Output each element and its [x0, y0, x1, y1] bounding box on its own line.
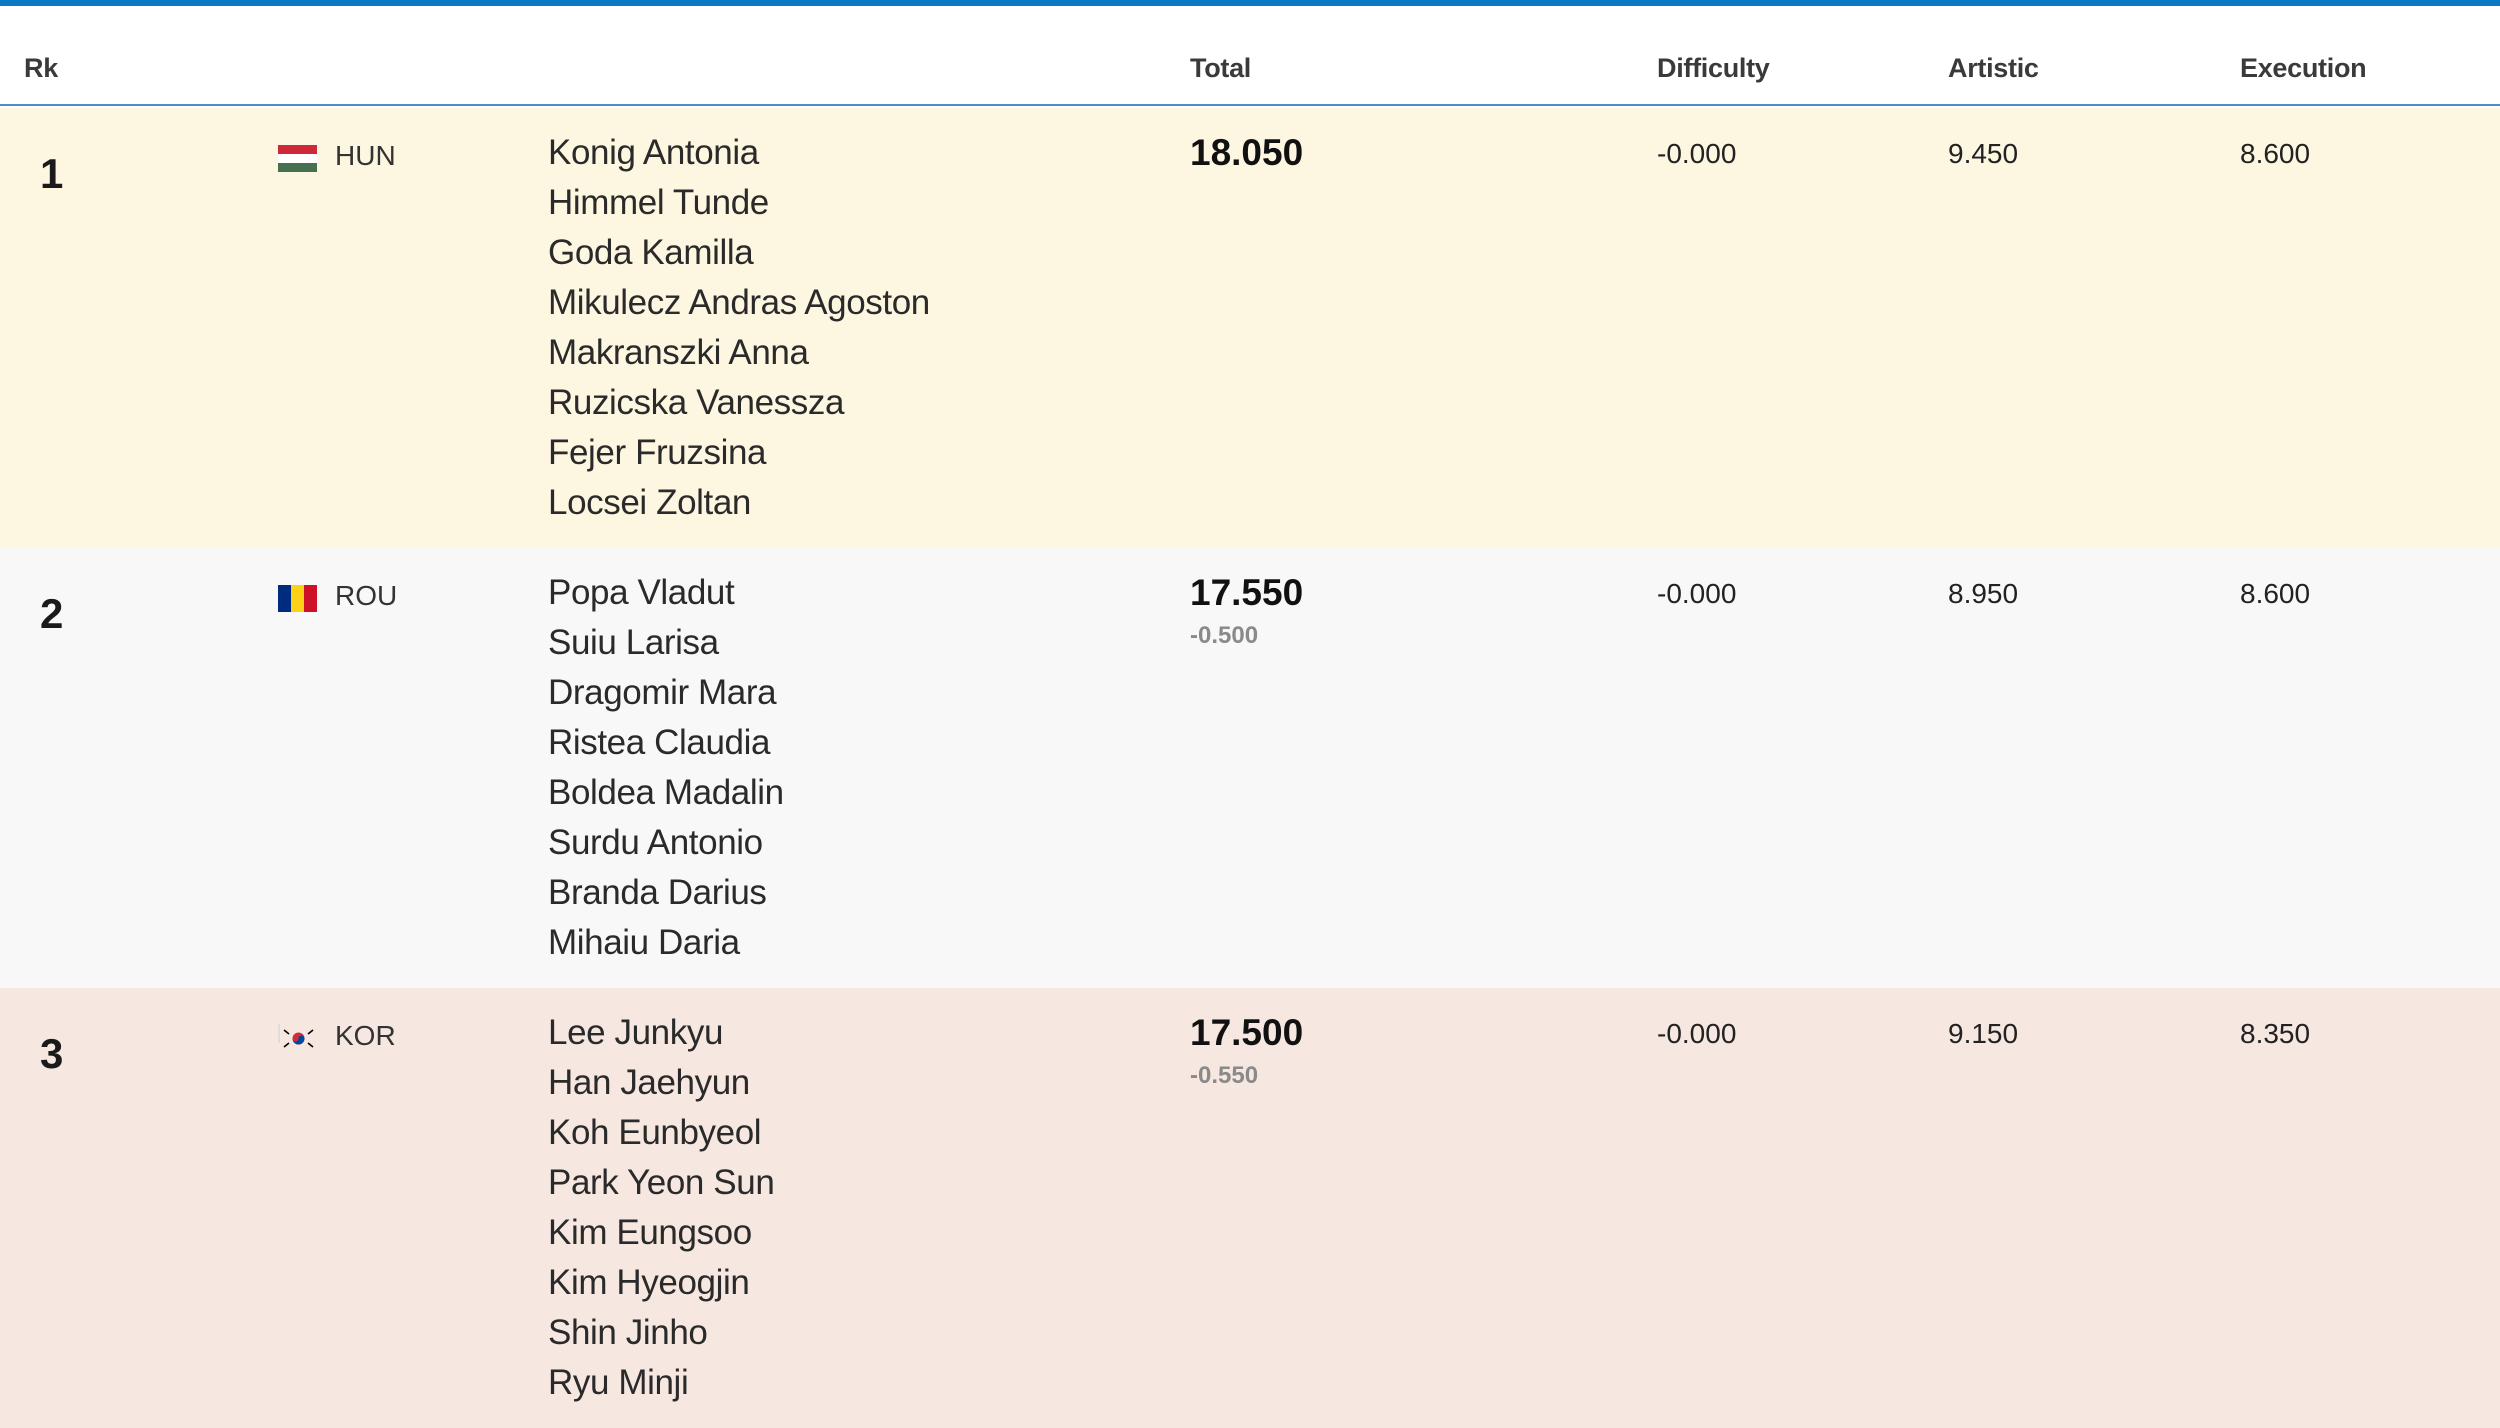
- noc-code: HUN: [335, 140, 396, 171]
- athlete-name[interactable]: Boldea Madalin: [548, 773, 784, 812]
- table-row[interactable]: 2 ROU Popa Vladut Suiu Larisa Dragomir M…: [0, 548, 2500, 988]
- athlete-name[interactable]: Kim Hyeogjin: [548, 1263, 750, 1302]
- difficulty-score: -0.000: [1657, 578, 1737, 609]
- athlete-name[interactable]: Mihaiu Daria: [548, 923, 740, 962]
- artistic-score: 8.950: [1948, 578, 2019, 609]
- athlete-name[interactable]: Dragomir Mara: [548, 673, 777, 712]
- total-score: 17.550: [1190, 572, 1304, 613]
- athlete-name[interactable]: Shin Jinho: [548, 1313, 708, 1352]
- noc-code: KOR: [335, 1020, 396, 1051]
- athlete-list: Popa Vladut Suiu Larisa Dragomir Mara Ri…: [548, 568, 784, 968]
- header-total[interactable]: Total: [1190, 53, 1251, 83]
- hungary-flag-icon: [278, 145, 317, 172]
- athlete-name[interactable]: Ruzicska Vanessza: [548, 383, 845, 422]
- athlete-name[interactable]: Suiu Larisa: [548, 623, 719, 662]
- athlete-name[interactable]: Branda Darius: [548, 873, 767, 912]
- athlete-name[interactable]: Makranszki Anna: [548, 333, 809, 372]
- execution-score: 8.600: [2240, 578, 2311, 609]
- athlete-name[interactable]: Konig Antonia: [548, 133, 759, 172]
- athlete-name[interactable]: Fejer Fruzsina: [548, 433, 767, 472]
- athlete-name[interactable]: Mikulecz Andras Agoston: [548, 283, 930, 322]
- athlete-name[interactable]: Kim Eungsoo: [548, 1213, 752, 1252]
- athlete-name[interactable]: Popa Vladut: [548, 573, 735, 612]
- athlete-name[interactable]: Surdu Antonio: [548, 823, 763, 862]
- artistic-score: 9.150: [1948, 1018, 2019, 1049]
- header-difficulty[interactable]: Difficulty: [1657, 53, 1770, 83]
- athlete-name[interactable]: Han Jaehyun: [548, 1063, 750, 1102]
- artistic-score: 9.450: [1948, 138, 2019, 169]
- athlete-list: Konig Antonia Himmel Tunde Goda Kamilla …: [548, 128, 930, 528]
- romania-flag-icon: [278, 585, 317, 612]
- header-artistic[interactable]: Artistic: [1948, 53, 2039, 83]
- athlete-name[interactable]: Ryu Minji: [548, 1363, 689, 1402]
- execution-score: 8.600: [2240, 138, 2311, 169]
- total-score: 17.500: [1190, 1012, 1304, 1053]
- table-row[interactable]: 1 HUN Konig Antonia Himmel Tunde Goda Ka…: [0, 108, 2500, 548]
- athlete-name[interactable]: Lee Junkyu: [548, 1013, 724, 1052]
- penalty-score: -0.500: [1190, 622, 1259, 649]
- accent-bar: [0, 0, 2500, 6]
- penalty-score: -0.550: [1190, 1062, 1259, 1089]
- difficulty-score: -0.000: [1657, 138, 1737, 169]
- rank-cell: 1: [40, 150, 64, 197]
- results-table-header: Rk Total Difficulty Artistic Execution: [0, 6, 2500, 106]
- athlete-name[interactable]: Koh Eunbyeol: [548, 1113, 762, 1152]
- difficulty-score: -0.000: [1657, 1018, 1737, 1049]
- athlete-name[interactable]: Goda Kamilla: [548, 233, 754, 272]
- athlete-name[interactable]: Locsei Zoltan: [548, 483, 751, 522]
- total-score: 18.050: [1190, 132, 1304, 173]
- rank-cell: 3: [40, 1030, 64, 1077]
- rank-cell: 2: [40, 590, 64, 637]
- table-row[interactable]: 3 KOR Lee Junkyu Han Jaehyun Koh Eunbyeo…: [0, 988, 2500, 1428]
- noc-code: ROU: [335, 580, 398, 611]
- header-execution[interactable]: Execution: [2240, 53, 2367, 83]
- south-korea-flag-icon: [278, 1024, 314, 1048]
- athlete-name[interactable]: Himmel Tunde: [548, 183, 769, 222]
- athlete-name[interactable]: Ristea Claudia: [548, 723, 771, 762]
- athlete-list: Lee Junkyu Han Jaehyun Koh Eunbyeol Park…: [548, 1008, 775, 1408]
- execution-score: 8.350: [2240, 1018, 2311, 1049]
- header-rank[interactable]: Rk: [24, 53, 58, 83]
- athlete-name[interactable]: Park Yeon Sun: [548, 1163, 775, 1202]
